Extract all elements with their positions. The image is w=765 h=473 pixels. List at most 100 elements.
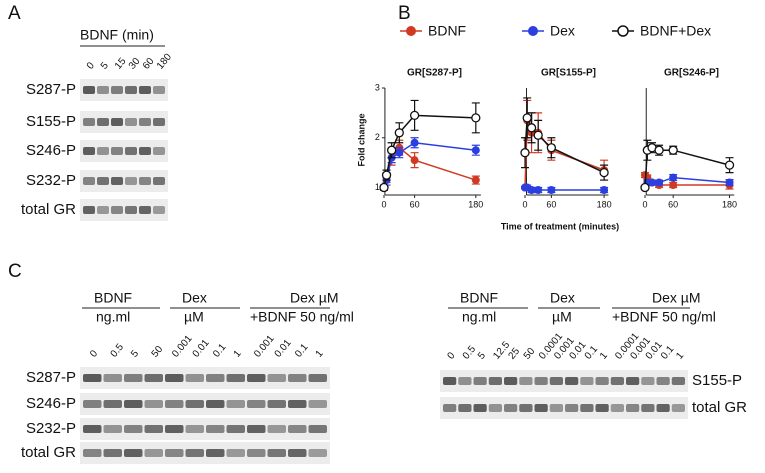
band <box>144 425 163 433</box>
data-point <box>409 110 420 121</box>
row-label: S287-P <box>26 369 76 386</box>
chart-title: GR[S287-P] <box>407 68 462 79</box>
band <box>565 404 579 412</box>
band <box>111 147 123 155</box>
band <box>247 425 266 433</box>
band <box>153 177 165 185</box>
group-label: Dex <box>550 290 575 306</box>
x-tick-label: 180 <box>722 199 737 209</box>
band <box>308 449 327 457</box>
band <box>267 374 286 382</box>
row-label: S155-P <box>692 372 742 389</box>
band <box>139 177 151 185</box>
band <box>226 374 245 382</box>
band <box>671 377 685 385</box>
band <box>144 449 163 457</box>
band <box>144 400 163 408</box>
lane-label: 1 <box>314 348 326 360</box>
group-label: +BDNF 50 ng/ml <box>250 309 354 325</box>
data-point <box>471 176 480 185</box>
data-point <box>547 186 556 195</box>
band <box>139 118 151 126</box>
x-tick-label: 0 <box>642 199 647 209</box>
legend-label: BDNF <box>428 23 466 39</box>
data-point <box>655 178 664 187</box>
band <box>443 404 457 412</box>
y-tick-label: 2 <box>375 132 380 142</box>
band <box>97 118 109 126</box>
band <box>124 425 143 433</box>
band <box>185 449 204 457</box>
row-label: S287-P <box>26 81 76 98</box>
group-label: BDNF <box>460 290 498 306</box>
chart-title: GR[S155-P] <box>541 68 596 79</box>
legend-label: BDNF+Dex <box>640 23 711 39</box>
data-point <box>669 173 678 182</box>
group-label: Dex <box>182 290 207 306</box>
data-point <box>725 178 734 187</box>
lane-label: 0.5 <box>109 342 127 360</box>
lane-label: 5 <box>99 60 111 72</box>
band <box>247 400 266 408</box>
data-point <box>471 146 480 155</box>
band <box>288 449 307 457</box>
band <box>519 404 533 412</box>
band <box>595 377 609 385</box>
band <box>206 374 225 382</box>
band <box>610 404 624 412</box>
x-tick-label: 180 <box>597 199 612 209</box>
group-label: ng.ml <box>96 309 130 325</box>
chart-title: GR[S246-P] <box>664 68 719 79</box>
data-point <box>533 130 543 140</box>
blot-strip <box>80 393 330 415</box>
band <box>144 374 163 382</box>
band <box>267 449 286 457</box>
blot-strip <box>440 370 688 392</box>
data-point <box>600 186 609 195</box>
band <box>656 404 670 412</box>
band <box>206 425 225 433</box>
band <box>139 147 151 155</box>
band <box>549 404 563 412</box>
row-label: S232-P <box>26 420 76 437</box>
band <box>308 425 327 433</box>
band <box>549 377 563 385</box>
band <box>206 449 225 457</box>
band <box>206 400 225 408</box>
lane-label: 0.1 <box>293 342 311 360</box>
group-label: ng.ml <box>462 309 496 325</box>
band <box>125 118 137 126</box>
panel-label: B <box>398 3 411 24</box>
band <box>139 86 151 94</box>
row-label: total GR <box>21 201 76 218</box>
data-point <box>520 148 530 158</box>
band <box>656 377 670 385</box>
band <box>247 449 266 457</box>
band <box>97 86 109 94</box>
band <box>83 86 95 94</box>
lane-label: 0.5 <box>461 344 479 362</box>
series-line <box>524 117 605 174</box>
lane-label: 0.001 <box>252 333 277 360</box>
blot-strip <box>80 418 330 440</box>
band <box>247 374 266 382</box>
x-tick-label: 60 <box>410 199 420 209</box>
row-label: S232-P <box>26 172 76 189</box>
band <box>111 118 123 126</box>
lane-label: 1 <box>598 350 610 362</box>
band <box>443 377 457 385</box>
data-point <box>522 113 532 123</box>
band <box>111 177 123 185</box>
band <box>83 400 102 408</box>
band <box>125 177 137 185</box>
band <box>153 86 165 94</box>
panel-label: A <box>8 3 21 24</box>
blot-strip <box>80 111 168 133</box>
blot-strip <box>80 199 168 221</box>
data-point <box>379 182 389 193</box>
lane-label: 1 <box>232 348 244 360</box>
data-point <box>527 186 536 195</box>
legend-marker <box>406 26 416 36</box>
band <box>125 206 137 214</box>
band <box>124 449 143 457</box>
